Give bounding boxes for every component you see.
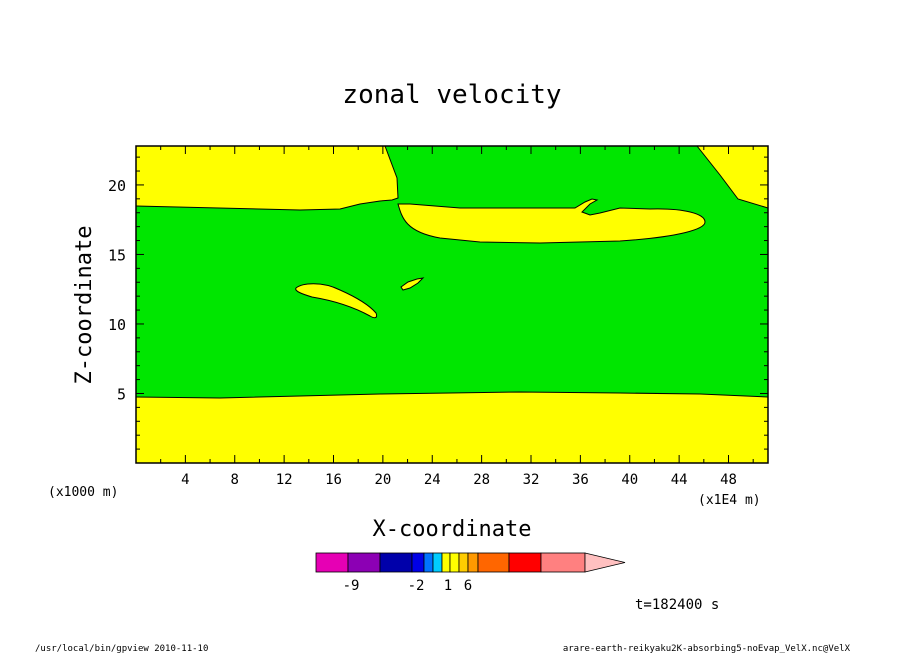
colorbar-segment xyxy=(411,552,425,573)
plot-area xyxy=(135,145,769,464)
colorbar-segment xyxy=(508,552,542,573)
x-axis-label: X-coordinate xyxy=(373,517,532,542)
x-tick-label: 16 xyxy=(325,472,342,488)
y-tick-label: 5 xyxy=(117,385,126,403)
contour-region-main xyxy=(136,146,768,398)
footer-right: arare-earth-reikyaku2K-absorbing5-noEvap… xyxy=(563,644,851,654)
contour-line-blob-2 xyxy=(400,277,425,291)
colorbar-segment xyxy=(315,552,349,573)
x-unit-label: (x1E4 m) xyxy=(698,493,761,508)
colorbar-segment xyxy=(423,552,434,573)
x-tick-label: 8 xyxy=(231,472,239,488)
contour-region-blob-2 xyxy=(401,278,423,290)
y-tick-label: 20 xyxy=(108,177,126,195)
x-tick-label: 12 xyxy=(276,472,293,488)
x-tick-label: 24 xyxy=(424,472,441,488)
colorbar-segment xyxy=(467,552,479,573)
colorbar-segment xyxy=(540,552,586,573)
colorbar-label: -9 xyxy=(343,578,360,594)
colorbar-segment xyxy=(432,552,443,573)
colorbar-segment xyxy=(449,552,460,573)
colorbar-segment xyxy=(458,552,469,573)
colorbar xyxy=(315,552,626,573)
colorbar-label: 1 xyxy=(444,578,452,594)
colorbar-arrow xyxy=(584,552,626,573)
y-axis-label: Z-coordinate xyxy=(72,226,97,385)
contour-line-lens xyxy=(397,198,706,244)
contour-region-upper-lens xyxy=(398,199,705,243)
x-tick-label: 28 xyxy=(473,472,490,488)
contour-line-upper xyxy=(135,145,399,211)
x-tick-label: 48 xyxy=(720,472,737,488)
x-tick-label: 32 xyxy=(523,472,540,488)
colorbar-labels: -9 -2 1 6 xyxy=(343,578,473,594)
x-tick-label: 40 xyxy=(621,472,638,488)
x-tick-label: 4 xyxy=(181,472,189,488)
colorbar-segment xyxy=(347,552,381,573)
x-tick-label: 20 xyxy=(374,472,391,488)
y-axis-ticks: 5 10 15 20 xyxy=(108,156,768,450)
plot-frame xyxy=(135,145,769,464)
time-label: t=182400 s xyxy=(635,597,719,613)
y-tick-label: 10 xyxy=(108,316,126,334)
colorbar-label: -2 xyxy=(408,578,425,594)
footer-left: /usr/local/bin/gpview 2010-11-10 xyxy=(35,644,208,654)
chart-title: zonal velocity xyxy=(342,80,561,110)
contour-line-right-corner xyxy=(696,145,769,209)
colorbar-segment xyxy=(477,552,510,573)
colorbar-label: 6 xyxy=(464,578,472,594)
x-axis-ticks: 4 8 12 16 20 24 28 32 36 40 44 48 xyxy=(160,146,754,488)
colorbar-segment xyxy=(441,552,451,573)
x-tick-label: 36 xyxy=(572,472,589,488)
y-tick-label: 15 xyxy=(108,246,126,264)
x-tick-label: 44 xyxy=(671,472,688,488)
contour-line-lower xyxy=(135,391,769,399)
colorbar-segment xyxy=(379,552,413,573)
contour-line-blob-1 xyxy=(295,283,378,319)
y-unit-label: (x1000 m) xyxy=(48,485,118,500)
